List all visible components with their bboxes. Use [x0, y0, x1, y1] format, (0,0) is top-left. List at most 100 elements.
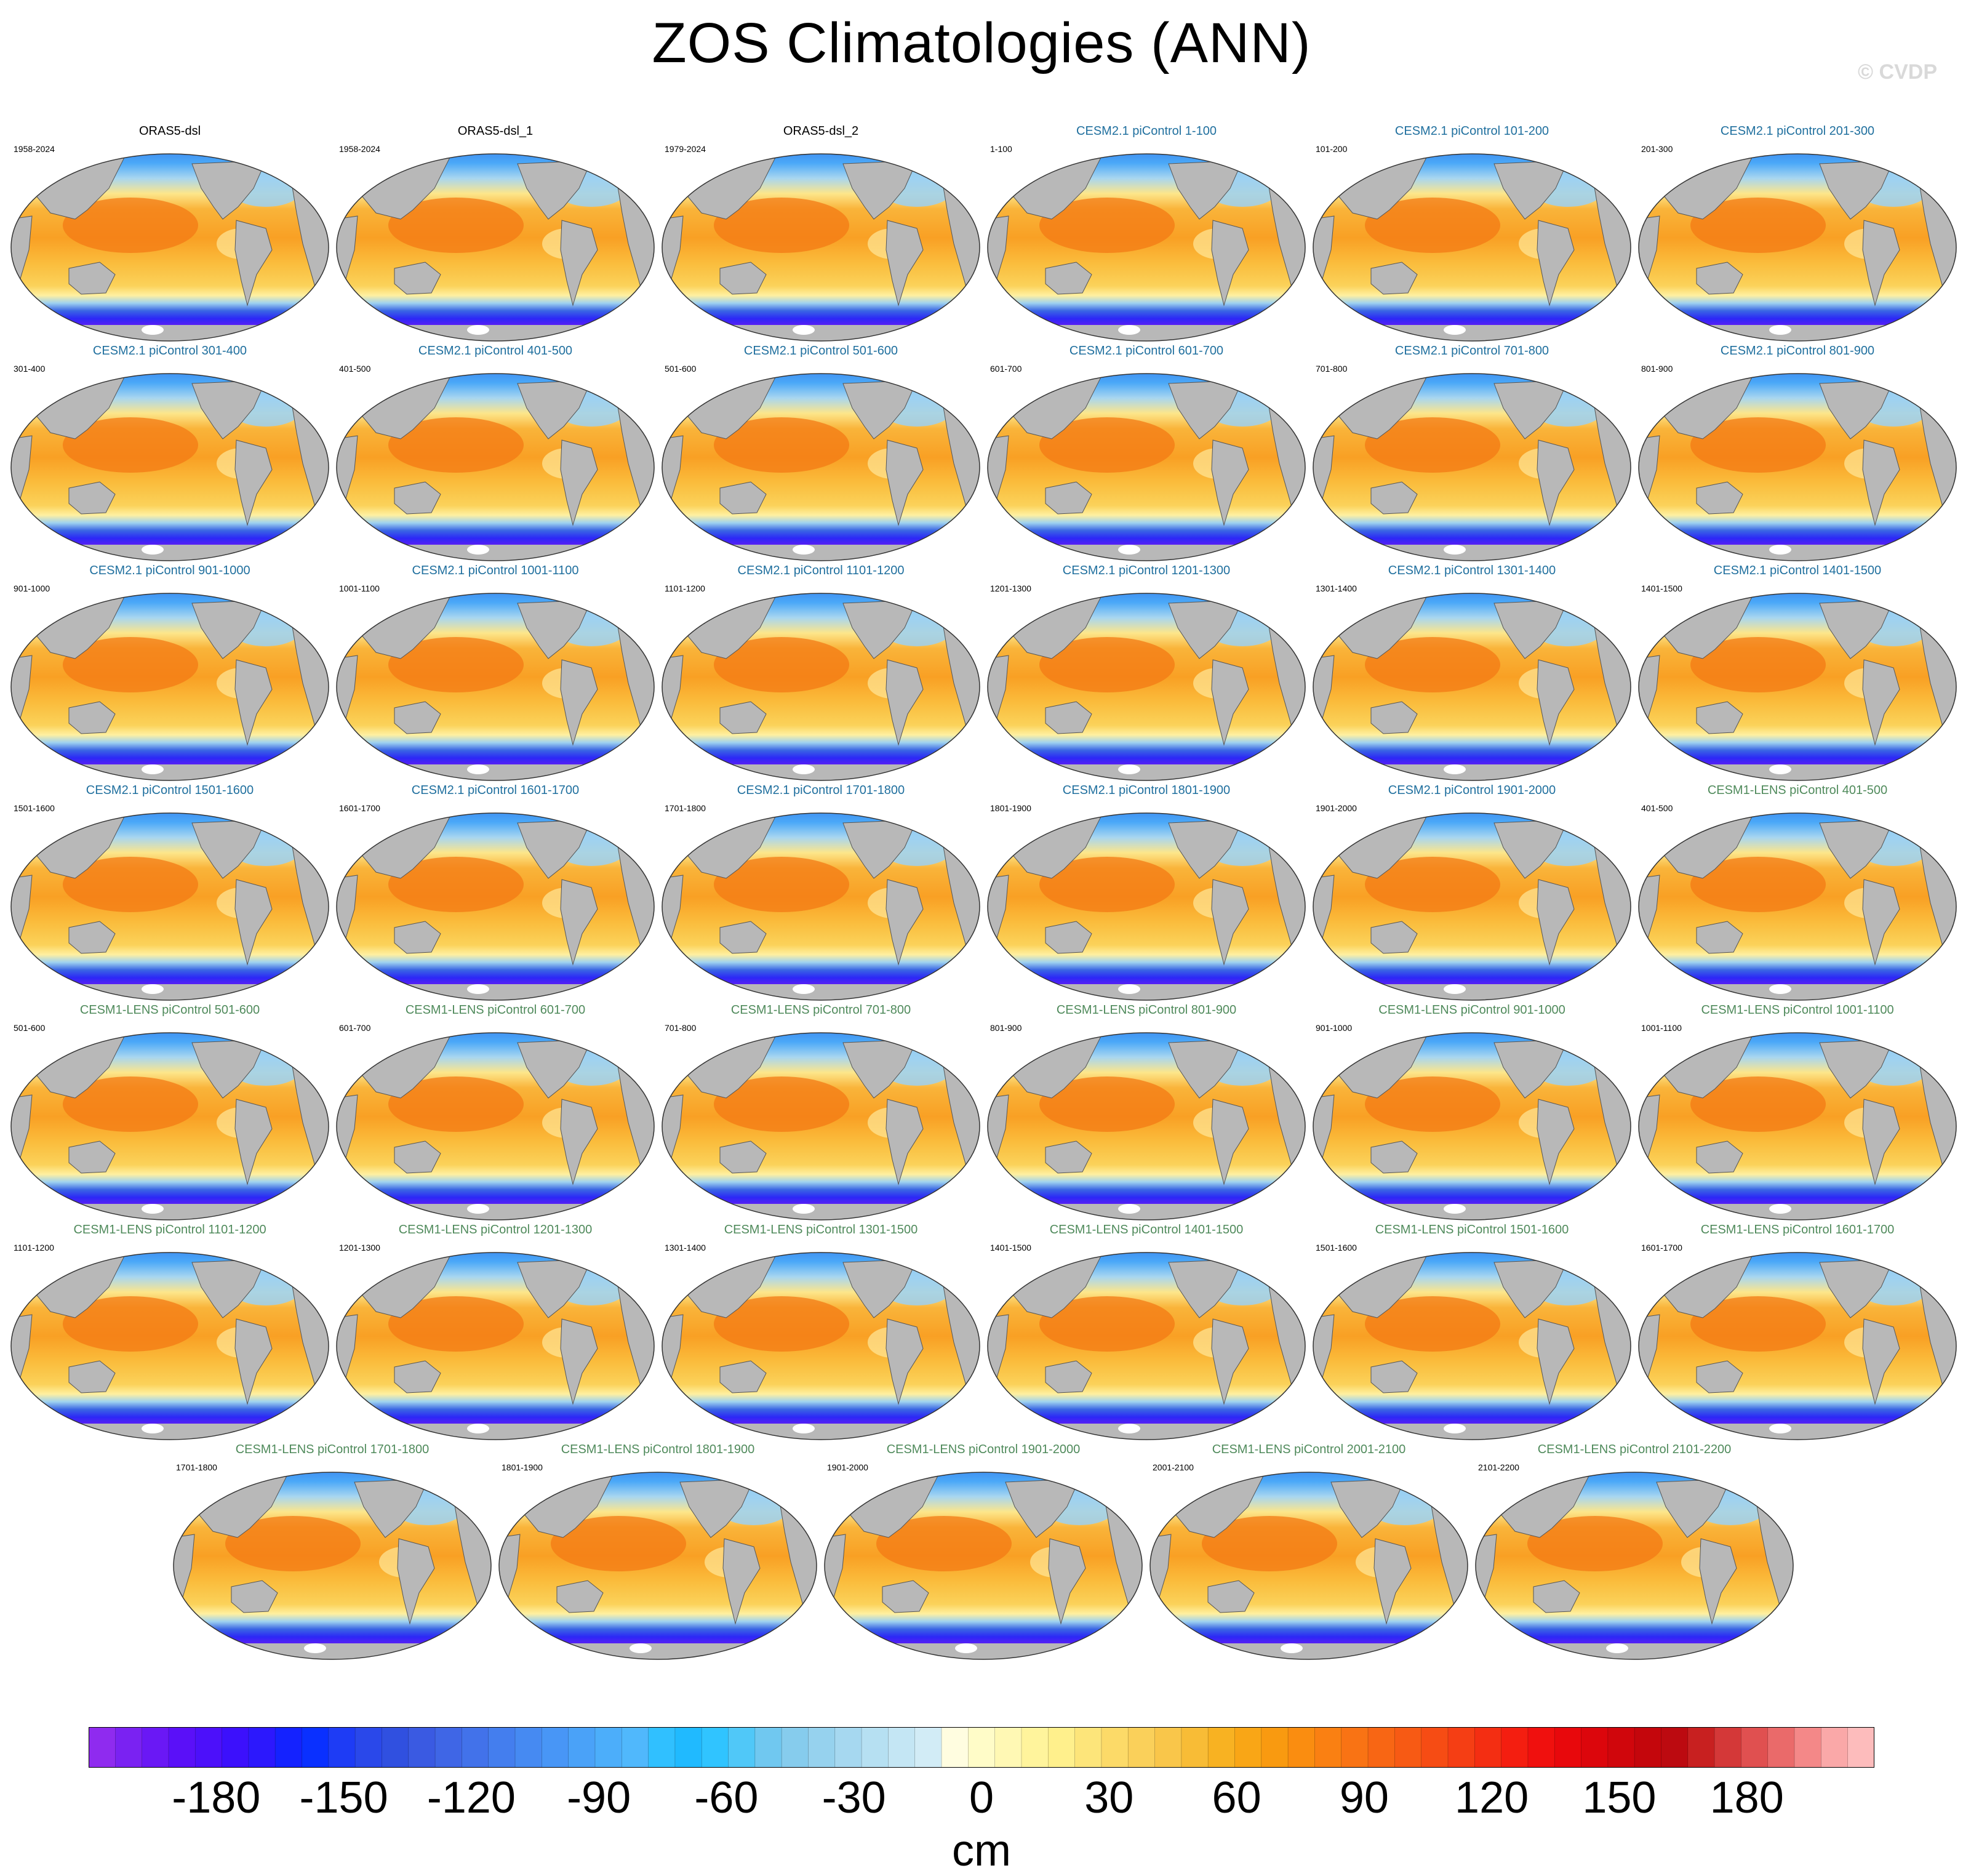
- land-australia: [1696, 701, 1743, 734]
- panel-years: 1901-2000: [1316, 803, 1357, 813]
- land-africa: [337, 655, 358, 721]
- world-map: [1313, 812, 1631, 1001]
- ice-shelf: [1444, 1424, 1466, 1433]
- land-africa: [1639, 1314, 1660, 1380]
- colorbar-tick-label: -30: [822, 1773, 886, 1822]
- world-map: [987, 1032, 1306, 1221]
- land-australia: [394, 921, 441, 954]
- colorbar-swatch: [462, 1727, 489, 1768]
- panel-years: 1-100: [990, 144, 1012, 154]
- land-australia: [394, 262, 441, 295]
- colorbar-swatch: [195, 1727, 223, 1768]
- map-panel: CESM1-LENS piControl 2001-2100 2001-2100: [1146, 1443, 1471, 1662]
- panel-years: 1301-1400: [665, 1243, 706, 1253]
- map-panel: CESM2.1 piControl 1701-1800 1701-1800: [658, 784, 983, 1003]
- ice-shelf: [1769, 325, 1791, 335]
- warm-pool: [1039, 1076, 1175, 1132]
- land-africa: [1639, 435, 1660, 501]
- panel-title: CESM2.1 piControl 801-900: [1720, 344, 1875, 358]
- colorbar-swatch: [1234, 1727, 1262, 1768]
- panel-title: CESM2.1 piControl 901-1000: [89, 564, 250, 577]
- land-australia: [394, 701, 441, 734]
- land-africa: [11, 655, 33, 721]
- ice-shelf: [1118, 764, 1140, 774]
- colorbar-swatch: [302, 1727, 329, 1768]
- world-map: [336, 593, 655, 781]
- panel-years: 801-900: [990, 1023, 1022, 1033]
- world-map: [10, 153, 329, 342]
- panel-years: 1301-1400: [1316, 583, 1357, 593]
- warm-pool: [1690, 198, 1826, 253]
- colorbar-swatch: [435, 1727, 462, 1768]
- colorbar-swatch: [674, 1727, 702, 1768]
- colorbar-swatch: [222, 1727, 249, 1768]
- land-africa: [499, 1534, 521, 1600]
- world-map: [1638, 1252, 1957, 1440]
- colorbar-swatch: [1208, 1727, 1236, 1768]
- land-south-america: [397, 1538, 435, 1625]
- world-map: [1313, 593, 1631, 781]
- land-south-america: [1862, 1099, 1900, 1185]
- panel-title: CESM1-LENS piControl 1901-2000: [886, 1443, 1081, 1456]
- land-australia: [719, 1360, 767, 1393]
- panel-years: 501-600: [665, 364, 697, 374]
- panel-title: CESM1-LENS piControl 1101-1200: [73, 1223, 266, 1237]
- world-map: [336, 1252, 655, 1440]
- world-map: [1149, 1472, 1468, 1660]
- map-panel: CESM2.1 piControl 901-1000 901-1000: [7, 564, 332, 783]
- ice-shelf: [1118, 984, 1140, 994]
- land-south-america: [1699, 1538, 1737, 1625]
- land-south-america: [560, 439, 598, 526]
- land-africa: [662, 875, 684, 940]
- land-africa: [11, 435, 33, 501]
- world-map: [336, 153, 655, 342]
- colorbar-swatch: [1794, 1727, 1821, 1768]
- world-map: [662, 373, 980, 561]
- colorbar-tick-label: 150: [1582, 1773, 1657, 1822]
- colorbar-swatch: [1661, 1727, 1689, 1768]
- world-map: [662, 153, 980, 342]
- land-south-america: [1211, 1099, 1249, 1185]
- colorbar-tick-label: 0: [969, 1773, 994, 1822]
- map-panel: CESM1-LENS piControl 601-700 601-700: [333, 1003, 658, 1222]
- ice-shelf: [142, 984, 164, 994]
- ice-shelf: [1444, 984, 1466, 994]
- world-map: [987, 812, 1306, 1001]
- warm-pool: [1039, 857, 1175, 912]
- panel-title: CESM1-LENS piControl 1401-1500: [1049, 1223, 1244, 1237]
- map-panel: CESM2.1 piControl 501-600 501-600: [658, 344, 983, 563]
- panel-years: 1401-1500: [1641, 583, 1682, 593]
- map-panel: CESM2.1 piControl 1901-2000 1901-2000: [1309, 784, 1634, 1003]
- colorbar-swatch: [1474, 1727, 1502, 1768]
- panel-years: 1101-1200: [14, 1243, 54, 1253]
- land-africa: [662, 655, 684, 721]
- land-south-america: [1211, 220, 1249, 307]
- panel-title: CESM1-LENS piControl 1601-1700: [1700, 1223, 1895, 1237]
- map-panel: CESM1-LENS piControl 1101-1200 1101-1200: [7, 1223, 332, 1442]
- panel-title: CESM2.1 piControl 1-100: [1076, 124, 1217, 138]
- warm-pool: [1527, 1516, 1663, 1571]
- panel-years: 901-1000: [14, 583, 50, 593]
- panel-years: 1801-1900: [990, 803, 1031, 813]
- colorbar-swatch: [968, 1727, 996, 1768]
- panel-years: 1001-1100: [1641, 1023, 1682, 1033]
- land-australia: [1370, 1140, 1418, 1174]
- panel-years: 501-600: [14, 1023, 46, 1033]
- colorbar-swatch: [888, 1727, 916, 1768]
- land-africa: [1639, 875, 1660, 940]
- colorbar-swatch: [622, 1727, 649, 1768]
- land-south-america: [234, 879, 273, 966]
- colorbar-swatch: [1048, 1727, 1076, 1768]
- map-panel: CESM1-LENS piControl 501-600 501-600: [7, 1003, 332, 1222]
- panel-title: CESM1-LENS piControl 601-700: [405, 1003, 586, 1017]
- ice-shelf: [1444, 325, 1466, 335]
- land-africa: [337, 435, 358, 501]
- colorbar-swatch: [142, 1727, 169, 1768]
- land-africa: [337, 1094, 358, 1160]
- land-south-america: [886, 879, 924, 966]
- colorbar-swatch: [834, 1727, 862, 1768]
- map-panel: CESM1-LENS piControl 901-1000 901-1000: [1309, 1003, 1634, 1222]
- ice-shelf: [467, 764, 489, 774]
- colorbar-swatch: [1554, 1727, 1582, 1768]
- land-south-america: [886, 220, 924, 307]
